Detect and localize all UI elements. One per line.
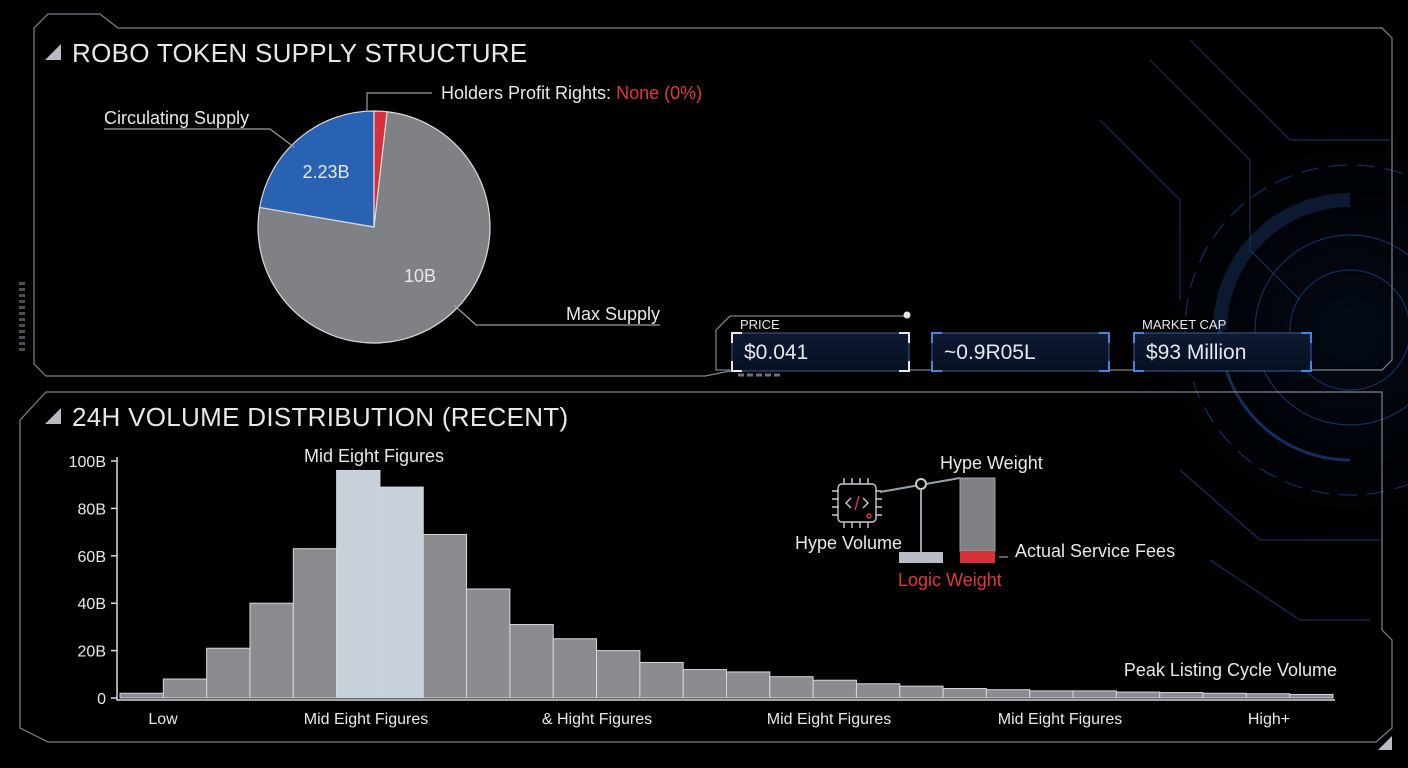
volume-bar <box>336 469 381 699</box>
hype-logic-scale: Hype Weight Hype Volume Logic Weight Act… <box>795 453 1175 590</box>
pie-slice-holders <box>373 110 388 228</box>
x-tick-label: High+ <box>1248 711 1290 728</box>
hype-volume-label: Hype Volume <box>795 533 902 553</box>
supply-panel-title: ROBO TOKEN SUPPLY STRUCTURE <box>72 38 528 68</box>
volume-bar <box>1029 690 1074 699</box>
x-tick-label: Mid Eight Figures <box>767 711 892 728</box>
pie-leader-lines <box>104 92 660 326</box>
hype-weight-label: Hype Weight <box>940 453 1043 473</box>
volume-bar <box>119 692 164 699</box>
volume-bar <box>899 685 944 699</box>
volume-bar <box>639 661 684 699</box>
price-stat-box: PRICE $0.041 <box>715 311 911 377</box>
pie-label-circulating-value: 2.23B <box>302 162 349 182</box>
middle-stat-box: ~0.9R05L <box>931 332 1110 372</box>
chip-icon <box>832 478 882 528</box>
pie-slice-circulating <box>258 110 375 228</box>
supply-pie-chart <box>257 110 491 344</box>
volume-panel-frame <box>19 391 1393 743</box>
volume-bar <box>422 533 468 699</box>
x-tick-label: & Hight Figures <box>542 711 652 728</box>
y-tick-label: 40B <box>78 596 106 613</box>
holders-profit-label: Holders Profit Rights: None (0%) <box>441 83 702 103</box>
actual-fees-label: Actual Service Fees <box>1015 541 1175 561</box>
max-supply-label: Max Supply <box>566 304 660 324</box>
volume-bar <box>292 548 338 699</box>
pie-label-max-value: 10B <box>404 266 436 286</box>
volume-bar <box>1159 692 1204 699</box>
cyber-background-decoration <box>1050 30 1408 630</box>
logic-weight-label: Logic Weight <box>898 570 1002 590</box>
volume-bar <box>769 676 814 699</box>
volume-bar <box>206 647 251 699</box>
y-tick-label: 20B <box>78 644 106 661</box>
circulating-supply-label: Circulating Supply <box>104 108 249 128</box>
middle-stat-value: ~0.9R05L <box>944 341 1036 364</box>
volume-bar <box>855 683 901 699</box>
price-label: PRICE <box>740 317 780 332</box>
volume-bar <box>162 678 208 699</box>
volume-x-ticks: Low Mid Eight Figures & Hight Figures Mid E… <box>148 711 1290 728</box>
y-tick-label: 60B <box>78 549 106 566</box>
axis-line <box>116 457 1335 701</box>
volume-bar <box>596 650 641 699</box>
volume-bar <box>1245 693 1291 699</box>
volume-panel-title: 24H VOLUME DISTRIBUTION (RECENT) <box>72 402 568 432</box>
price-value: $0.041 <box>744 341 808 364</box>
volume-bars <box>119 469 1334 699</box>
volume-y-ticks: 0 20B 40B 60B 80B 100B <box>69 454 117 708</box>
volume-bar <box>466 588 511 699</box>
x-tick-label: Low <box>148 711 178 728</box>
x-tick-label: Mid Eight Figures <box>304 711 429 728</box>
volume-bar <box>812 679 857 699</box>
market-cap-label: MARKET CAP <box>1142 317 1226 332</box>
volume-bar <box>942 688 987 699</box>
volume-chart-axes <box>116 457 1335 701</box>
volume-bar <box>726 671 771 699</box>
y-tick-label: 0 <box>97 691 106 708</box>
volume-bar <box>985 689 1031 699</box>
volume-bar <box>1115 691 1161 699</box>
triangle-icon <box>1378 736 1392 750</box>
triangle-icon <box>45 44 61 60</box>
holders-profit-value: None (0%) <box>616 83 702 103</box>
volume-bar <box>249 602 294 699</box>
volume-bar <box>682 669 727 699</box>
triangle-icon <box>45 408 61 424</box>
volume-bar <box>509 624 554 699</box>
x-tick-label: Mid Eight Figures <box>998 711 1123 728</box>
tail-annotation: Peak Listing Cycle Volume <box>1124 660 1337 680</box>
y-tick-label: 100B <box>69 454 106 471</box>
market-cap-value: $93 Million <box>1146 341 1246 364</box>
y-tick-label: 80B <box>78 501 106 518</box>
volume-bar <box>379 486 424 699</box>
market-cap-stat-box: MARKET CAP $93 Million <box>1133 317 1312 372</box>
volume-bar <box>552 638 598 699</box>
supply-panel-frame <box>19 13 1393 377</box>
volume-bar <box>1202 692 1247 699</box>
volume-bar <box>1072 690 1117 699</box>
peak-annotation: Mid Eight Figures <box>304 446 444 466</box>
volume-bar <box>1289 693 1334 699</box>
